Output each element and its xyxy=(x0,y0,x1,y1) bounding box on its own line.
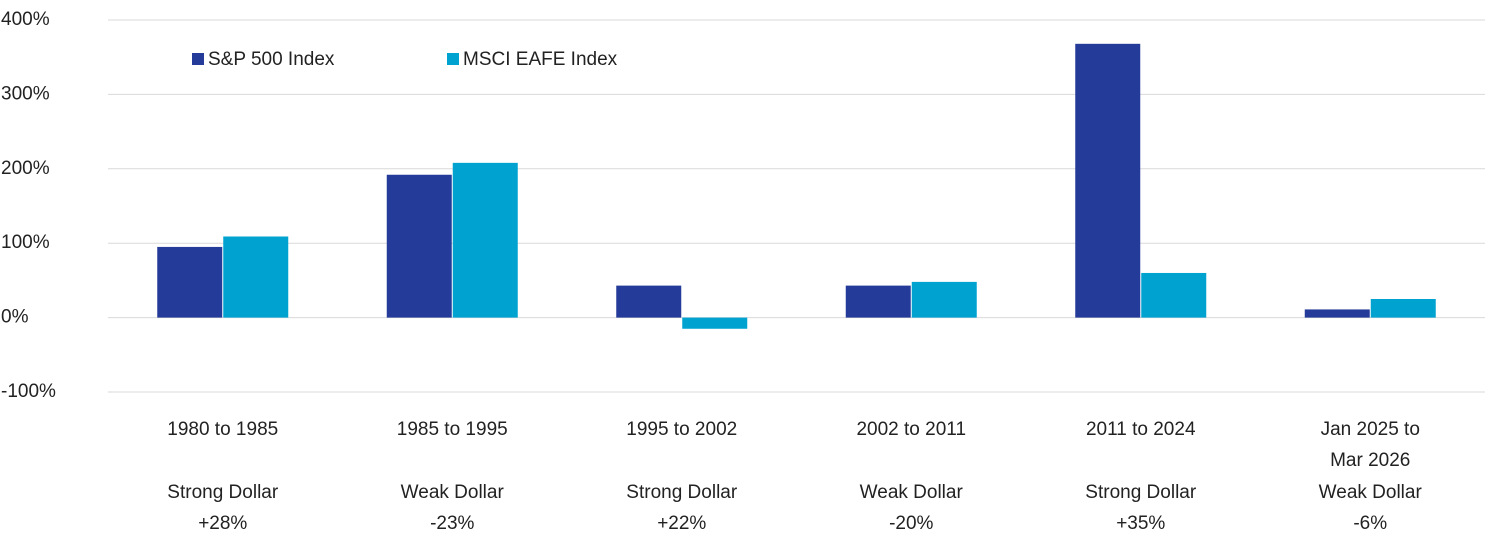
legend-swatch xyxy=(447,53,459,65)
bar xyxy=(1141,272,1207,318)
y-tick-label: -100% xyxy=(1,381,56,402)
x-tick-label: 1995 to 2002 xyxy=(626,419,737,440)
x-tick-label: 1985 to 1995 xyxy=(397,419,508,440)
dollar-change: +35% xyxy=(1116,513,1165,534)
legend-label: S&P 500 Index xyxy=(208,49,335,70)
y-tick-label: 100% xyxy=(1,232,50,253)
y-tick-label: 300% xyxy=(1,83,50,104)
bar xyxy=(616,285,682,318)
dollar-regime: Strong Dollar xyxy=(167,482,279,503)
bar xyxy=(452,162,518,318)
dollar-regime: Strong Dollar xyxy=(626,482,738,503)
y-tick-label: 200% xyxy=(1,158,50,179)
bar xyxy=(223,236,289,318)
legend-label: MSCI EAFE Index xyxy=(463,49,618,70)
dollar-regime: Weak Dollar xyxy=(860,482,964,503)
bar xyxy=(1370,299,1436,318)
y-tick-label: 400% xyxy=(1,9,50,30)
bar xyxy=(1075,43,1141,318)
bar xyxy=(682,317,748,329)
bar xyxy=(911,281,977,318)
dollar-regime: Strong Dollar xyxy=(1085,482,1197,503)
dollar-change: -23% xyxy=(430,513,474,534)
x-tick-label: 2002 to 2011 xyxy=(856,419,966,440)
y-tick-label: 0% xyxy=(1,307,29,328)
x-tick-label: 2011 to 2024 xyxy=(1086,419,1196,440)
dollar-regime: Weak Dollar xyxy=(1319,482,1423,503)
dollar-change: +22% xyxy=(657,513,706,534)
x-tick-label: Jan 2025 to xyxy=(1321,419,1420,440)
x-tick-label: 1980 to 1985 xyxy=(167,419,278,440)
bar xyxy=(386,174,452,318)
dollar-change: +28% xyxy=(198,513,247,534)
bar xyxy=(157,246,223,318)
bar xyxy=(1304,309,1370,318)
dollar-change: -6% xyxy=(1353,513,1387,534)
x-tick-label: Mar 2026 xyxy=(1330,450,1410,471)
dollar-regime: Weak Dollar xyxy=(401,482,505,503)
legend-swatch xyxy=(192,53,204,65)
bar xyxy=(845,285,911,318)
dollar-change: -20% xyxy=(889,513,933,534)
